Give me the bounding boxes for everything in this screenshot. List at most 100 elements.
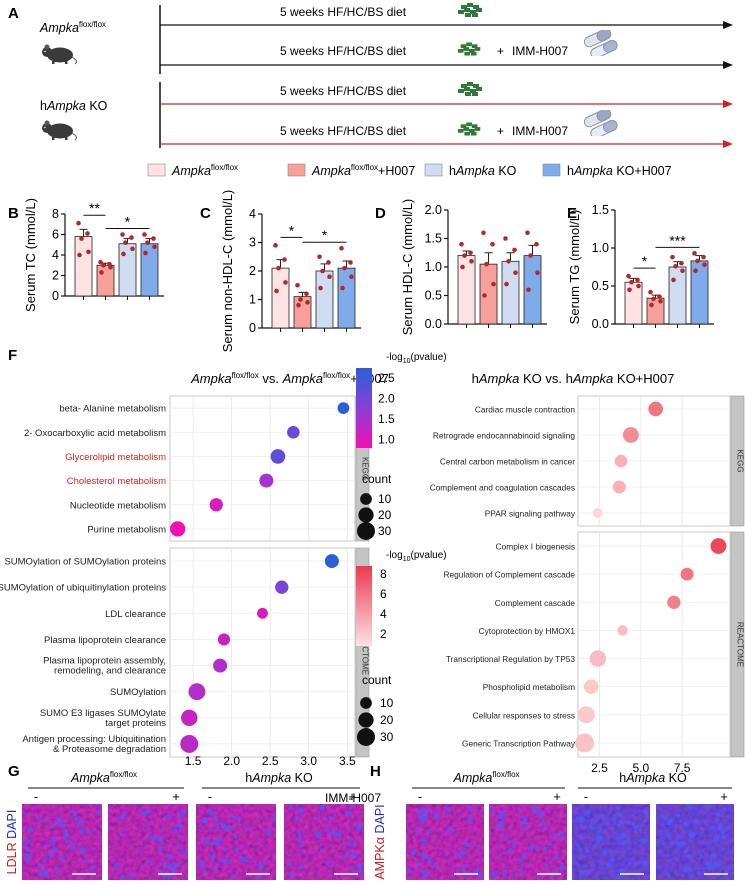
nucleus bbox=[27, 827, 34, 833]
size-legend-title: count bbox=[362, 472, 392, 486]
nucleus bbox=[162, 861, 168, 867]
nucleus bbox=[710, 852, 717, 859]
nucleus bbox=[432, 862, 438, 867]
nucleus bbox=[679, 841, 685, 846]
nucleus bbox=[416, 861, 421, 866]
nucleus bbox=[78, 819, 84, 826]
enrichment-dotplots: Ampkaflox/flox vs. Ampkaflox/flox+H007KE… bbox=[0, 352, 745, 775]
enrichment-dot bbox=[575, 733, 595, 753]
data-point bbox=[526, 287, 531, 293]
nucleus bbox=[70, 843, 76, 850]
nucleus bbox=[619, 868, 625, 874]
nucleus bbox=[519, 868, 524, 873]
term-label: Retrograde endocannabinoid signaling bbox=[433, 431, 575, 441]
colorbar bbox=[356, 566, 372, 646]
nucleus bbox=[633, 861, 638, 866]
nucleus bbox=[223, 847, 228, 852]
nucleus bbox=[166, 873, 173, 880]
y-tick-label: 4 bbox=[249, 207, 256, 221]
nucleus bbox=[538, 812, 544, 818]
nucleus bbox=[172, 862, 178, 868]
legend-swatch bbox=[542, 163, 561, 177]
facet-strip-label: REACTOME bbox=[736, 622, 745, 667]
data-point bbox=[79, 236, 84, 241]
bar-chart-C: C 0 1 2 3 4 Serum non-HDL-C (mmol/L) * * bbox=[200, 190, 361, 352]
y-tick-label: 0.0 bbox=[425, 317, 442, 331]
nucleus bbox=[78, 828, 85, 835]
nucleus bbox=[720, 829, 726, 834]
data-point bbox=[295, 282, 300, 288]
nucleus bbox=[56, 816, 62, 822]
x-tick-label: 3.5 bbox=[339, 754, 356, 768]
y-tick-label: 2.0 bbox=[425, 203, 442, 217]
nucleus bbox=[213, 865, 218, 870]
data-point bbox=[535, 270, 540, 276]
nucleus bbox=[145, 808, 150, 814]
group-header: Ampkaflox/flox bbox=[70, 770, 137, 785]
data-point bbox=[348, 260, 353, 265]
nucleus bbox=[639, 837, 646, 844]
nucleus bbox=[596, 840, 601, 844]
data-point bbox=[482, 293, 487, 298]
nucleus bbox=[204, 839, 208, 844]
nucleus bbox=[643, 808, 648, 814]
nucleus bbox=[170, 867, 176, 873]
data-point bbox=[658, 298, 663, 304]
legend-label: hAmpka KO bbox=[449, 164, 517, 178]
data-point bbox=[702, 262, 707, 268]
term-label: SUMOylation of ubiquitinylation proteins bbox=[0, 583, 166, 594]
micrograph-texture bbox=[406, 804, 484, 880]
data-point bbox=[340, 285, 345, 291]
size-legend-dot bbox=[357, 522, 375, 540]
nucleus bbox=[421, 869, 428, 875]
nucleus bbox=[234, 847, 239, 852]
pill-icon bbox=[583, 30, 619, 56]
data-point bbox=[692, 251, 697, 256]
term-label: Antigen processing: Ubiquitination & Prot… bbox=[22, 734, 166, 755]
nucleus bbox=[317, 815, 321, 819]
colorbar-tick: 1.0 bbox=[378, 433, 395, 447]
term-label: SUMOylation of SUMOylation proteins bbox=[4, 557, 166, 568]
facet-strip-label: KEGG bbox=[736, 449, 745, 472]
nucleus bbox=[693, 818, 699, 824]
mouse-icon-ko bbox=[41, 119, 77, 141]
nucleus bbox=[222, 858, 228, 864]
nucleus bbox=[347, 842, 351, 847]
data-point bbox=[627, 287, 632, 293]
nucleus bbox=[518, 858, 523, 863]
group-header: hAmpka KO bbox=[245, 771, 313, 785]
nucleus bbox=[332, 830, 338, 837]
data-point bbox=[145, 240, 150, 245]
micrograph bbox=[406, 804, 484, 880]
significance-label: ** bbox=[89, 200, 100, 216]
enrichment-dot bbox=[622, 427, 639, 443]
group1-label: Ampkaflox/flox bbox=[39, 20, 106, 35]
nucleus bbox=[503, 836, 509, 841]
group-header: Ampkaflox/flox bbox=[452, 770, 519, 785]
nucleus bbox=[716, 861, 722, 867]
svg-text:IMM-H007: IMM-H007 bbox=[512, 124, 568, 138]
enrichment-dot bbox=[667, 595, 681, 609]
treatment-sign: + bbox=[720, 789, 728, 804]
significance-label: * bbox=[125, 214, 131, 230]
nucleus bbox=[548, 841, 553, 846]
nucleus bbox=[297, 831, 302, 836]
nucleus bbox=[467, 817, 473, 823]
size-legend-title: count bbox=[362, 673, 392, 687]
nucleus bbox=[199, 860, 205, 867]
size-legend-label: 20 bbox=[380, 713, 394, 727]
dotplot-legend-1: -log10(pvalue) 2.5 2.0 1.5 1.0 count 10 20 30 bbox=[356, 352, 447, 540]
facet-panel bbox=[169, 547, 356, 758]
enrichment-dot bbox=[275, 580, 289, 594]
nucleus bbox=[455, 868, 460, 873]
legend-label: Ampkaflox/flox+H007 bbox=[311, 163, 415, 178]
data-point bbox=[635, 277, 640, 283]
svg-text:+: + bbox=[497, 124, 504, 138]
nucleus bbox=[80, 847, 85, 851]
nucleus bbox=[65, 839, 69, 844]
term-label: Glycerolipid metabolism bbox=[65, 452, 166, 463]
size-legend-label: 20 bbox=[378, 508, 392, 522]
nucleus bbox=[178, 823, 184, 829]
